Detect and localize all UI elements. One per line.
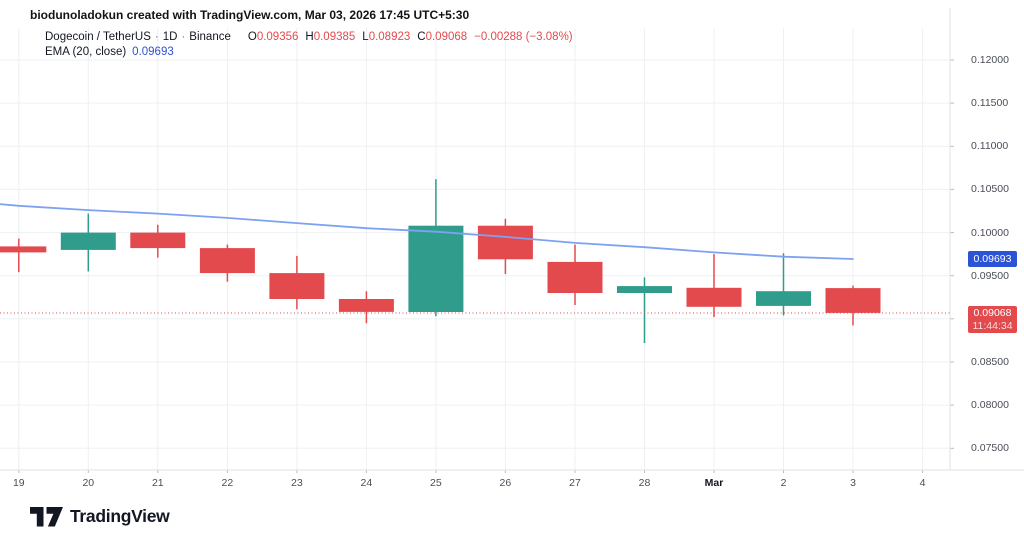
price-axis-label: 0.10500 [971,183,1009,196]
time-axis-label: 27 [569,477,581,489]
symbol-title[interactable]: Dogecoin / TetherUS [45,31,151,43]
price-axis-label: 0.09500 [971,269,1009,282]
time-axis-label: 28 [638,477,651,489]
price-axis-label: 0.07500 [971,442,1009,455]
close-label: C [417,31,426,43]
ema-value-badge: 0.09693 [968,251,1017,267]
time-axis-label: 3 [850,477,856,489]
time-axis-label: 22 [221,477,234,489]
price-axis-label: 0.12000 [971,54,1009,66]
symbol-exchange[interactable]: Binance [189,31,231,43]
price-axis-label: 0.08500 [971,356,1009,368]
price-axis[interactable]: 0.12000 0.11500 0.11000 0.10500 0.10000 0.095… [971,0,1024,470]
tradingview-logo-text: TradingView [70,506,170,526]
legend-separator: · [154,31,159,43]
time-axis-label: 21 [151,477,164,489]
legend-indicator-row: EMA (20, close) 0.09693 [45,45,573,60]
time-axis[interactable]: 19 20 21 22 23 24 25 26 27 28 Mar 2 3 4 [0,477,950,497]
indicator-value: 0.09693 [132,46,174,58]
time-axis-label: 4 [919,477,926,489]
legend-symbol-row: Dogecoin / TetherUS · 1D · Binance O0.09356 H0… [45,30,573,45]
change-value: −0.00288 (−3.08%) [474,31,573,43]
ema-badge-value: 0.09693 [973,253,1012,265]
close-value: 0.09068 [425,31,468,43]
tradingview-logo[interactable]: TradingView [30,506,170,527]
time-axis-label: 25 [430,477,442,489]
price-axis-label: 0.11500 [971,97,1009,110]
price-axis-label: 0.08000 [971,399,1009,412]
symbol-interval[interactable]: 1D [162,31,178,43]
chart-legend: Dogecoin / TetherUS · 1D · Binance O0.09356 H0… [45,30,573,60]
attribution-text: biodunoladokun created with TradingView.… [30,8,470,22]
last-price-value: 0.09068 [973,307,1012,319]
high-value: 0.09385 [313,31,356,43]
open-label: O [247,31,257,43]
time-axis-label: 24 [360,477,373,489]
time-axis-label: 19 [12,477,25,489]
time-axis-label: 20 [82,477,95,489]
open-value: 0.09356 [256,31,299,43]
time-axis-label: 26 [499,477,512,489]
time-axis-label: 23 [291,477,303,489]
indicator-title[interactable]: EMA (20, close) [45,46,127,58]
tradingview-logo-icon [30,506,63,526]
low-value: 0.08923 [368,31,411,43]
legend-separator: · [181,31,186,43]
price-axis-label: 0.11000 [971,140,1009,153]
price-axis-label: 0.10000 [971,226,1009,239]
ohlc-values: O0.09356 H0.09385 L0.08923 C0.09068 −0.00288… [241,31,573,43]
time-axis-label: Mar [704,477,724,489]
low-label: L [362,31,369,43]
bar-close-countdown: 11:44:34 [972,320,1013,332]
high-label: H [305,31,314,43]
time-axis-label: 2 [780,477,787,489]
last-price-badge: 0.09068 11:44:34 [968,306,1017,333]
